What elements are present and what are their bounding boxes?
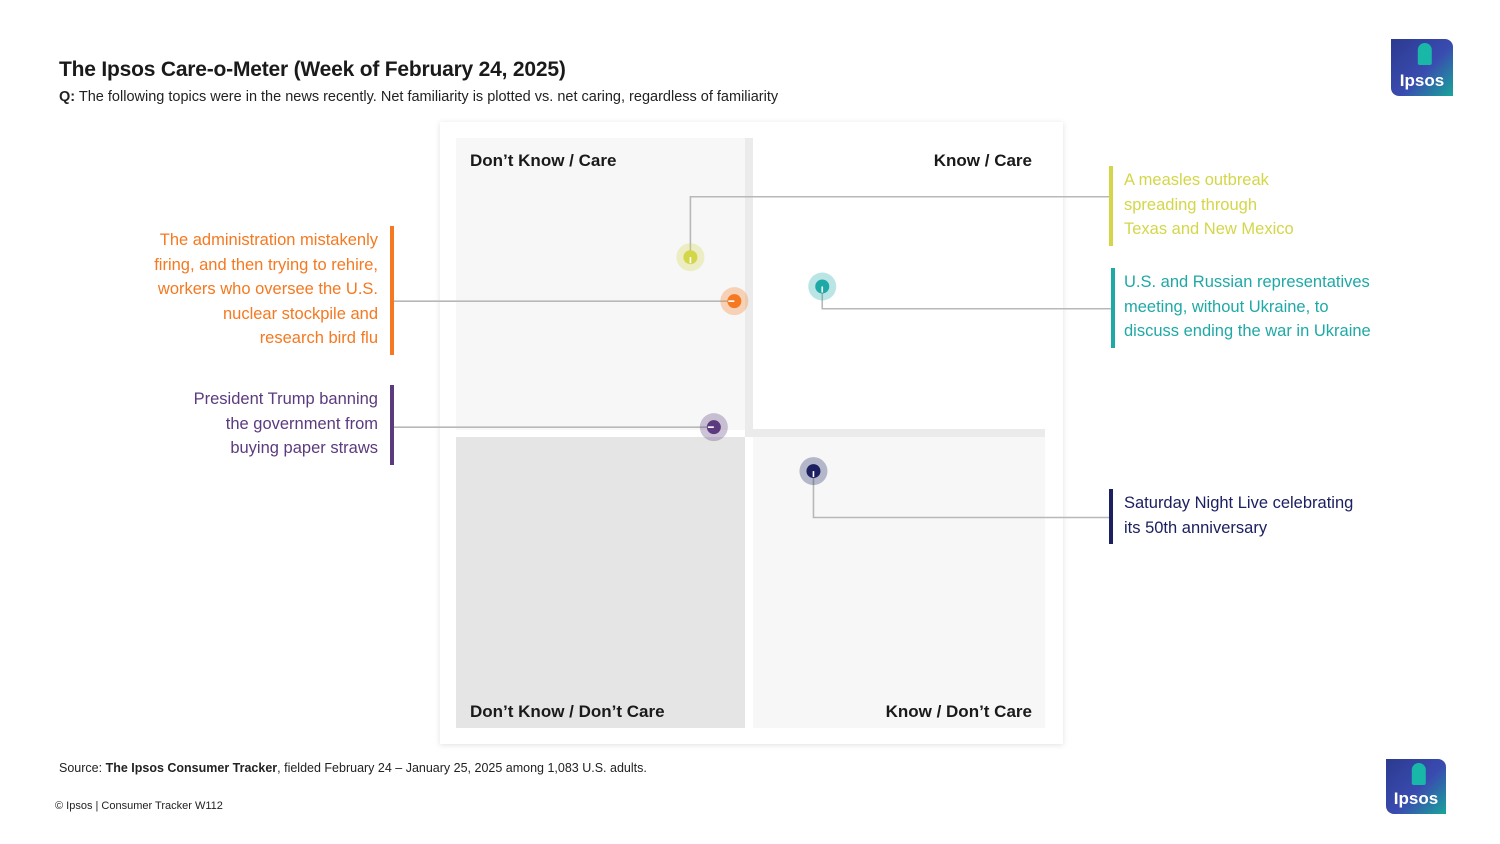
topic-label-line: U.S. and Russian representatives	[1124, 273, 1370, 291]
topic-label-line: The administration mistakenly	[159, 231, 378, 249]
quadrant-bottom-left	[456, 437, 745, 728]
topic-label-line: nuclear stockpile and	[222, 304, 378, 323]
vertical-axis-top	[745, 138, 753, 430]
question-subtitle: Q: The following topics were in the news…	[59, 89, 778, 105]
connector-line	[821, 286, 1111, 310]
connector-line	[812, 471, 1109, 519]
topic-label-line: firing, and then trying to rehire,	[154, 255, 378, 274]
logo-text: Ipsos	[1399, 71, 1445, 90]
label-accent-bar	[1109, 166, 1113, 246]
quadrant-top-left	[456, 138, 745, 430]
quadrant-label-top-right: Know / Care	[934, 151, 1032, 170]
ipsos-logo-icon: Ipsos	[1386, 759, 1446, 814]
topic-label-line: the government from	[225, 414, 378, 433]
data-points	[676, 243, 837, 486]
quadrant-bottom-right	[753, 437, 1045, 728]
connector-lines	[394, 195, 1111, 519]
topic-label-line: buying paper straws	[230, 439, 378, 457]
ipsos-head-icon	[1411, 763, 1426, 785]
ipsos-logo-icon: Ipsos	[1391, 39, 1453, 96]
label-accent-bar	[1109, 489, 1113, 544]
source-details: , fielded February 24 – January 25, 2025…	[277, 761, 647, 775]
label-accent-bar	[390, 226, 394, 355]
question-text: The following topics were in the news re…	[78, 89, 779, 105]
topic-label-line: Saturday Night Live celebrating	[1124, 494, 1354, 512]
label-accent-bar	[390, 385, 394, 465]
quadrant-label-top-left: Don’t Know / Care	[470, 151, 616, 170]
horizontal-axis-right	[745, 429, 1045, 437]
topic-label-line: Texas and New Mexico	[1124, 220, 1294, 238]
topic-label: President Trump banning the government fr…	[194, 387, 378, 461]
topic-label: Saturday Night Live celebrating its 50th …	[1124, 491, 1353, 540]
topic-label: A measles outbreak spreading through Texas…	[1124, 168, 1294, 242]
source-note: Source: The Ipsos Consumer Tracker, fiel…	[59, 761, 647, 775]
topic-label-line: A measles outbreak	[1124, 171, 1269, 189]
topic-label: The administration mistakenly firing, and…	[154, 228, 378, 351]
connector-line	[689, 195, 1109, 258]
topic-label-line: discuss ending the war in Ukraine	[1124, 322, 1371, 340]
logo-text: Ipsos	[1393, 789, 1439, 808]
topic-label-line: meeting, without Ukraine, to	[1124, 297, 1329, 316]
question-label: Q:	[59, 89, 76, 105]
ipsos-head-icon	[1417, 43, 1432, 65]
quadrant-label-bottom-left: Don’t Know / Don’t Care	[470, 702, 665, 721]
topic-label-line: its 50th anniversary	[1124, 518, 1268, 537]
quadrant-top-right	[753, 138, 1045, 428]
source-prefix: Source:	[59, 761, 106, 775]
topic-label-line: President Trump banning	[193, 390, 378, 408]
chart-title: The Ipsos Care-o-Meter (Week of February…	[59, 58, 566, 81]
topic-label: U.S. and Russian representatives meeting,…	[1124, 270, 1371, 344]
label-accent-bar	[1111, 268, 1115, 348]
source-name: The Ipsos Consumer Tracker	[105, 761, 278, 775]
topic-label-line: research bird flu	[259, 329, 378, 347]
copyright-note: © Ipsos | Consumer Tracker W112	[55, 800, 223, 812]
topic-label-line: spreading through	[1124, 195, 1258, 214]
quadrant-label-bottom-right: Know / Don’t Care	[886, 702, 1032, 721]
topic-label-line: workers who oversee the U.S.	[157, 280, 378, 298]
